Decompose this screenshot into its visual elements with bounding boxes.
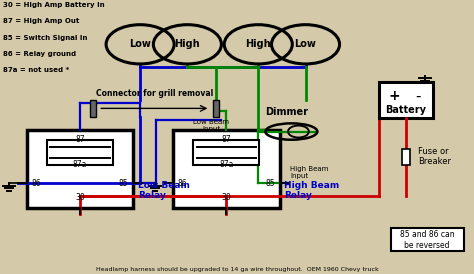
- Bar: [193, 140, 259, 165]
- Text: 87a: 87a: [219, 160, 234, 169]
- Bar: [90, 99, 96, 117]
- Text: 85 = Switch Signal In: 85 = Switch Signal In: [3, 35, 87, 41]
- Text: 86: 86: [178, 179, 188, 187]
- Text: Headlamp harness should be upgraded to 14 ga wire throughout.  OEM 1960 Chevy tr: Headlamp harness should be upgraded to 1…: [96, 267, 378, 272]
- Text: Low: Low: [295, 39, 317, 49]
- Text: Connector for grill removal: Connector for grill removal: [96, 89, 213, 98]
- Bar: [47, 140, 113, 165]
- Text: -: -: [415, 89, 420, 104]
- Text: High: High: [174, 39, 200, 49]
- Text: High Beam
Input: High Beam Input: [291, 166, 329, 179]
- Text: 30: 30: [75, 193, 85, 202]
- Text: +: +: [388, 89, 400, 103]
- Text: 85: 85: [118, 179, 128, 187]
- Text: Low Beam
Input: Low Beam Input: [193, 119, 229, 132]
- Bar: [27, 130, 133, 208]
- Text: Low Beam
Relay: Low Beam Relay: [138, 181, 190, 201]
- Text: Dimmer: Dimmer: [265, 107, 308, 117]
- Text: 87 = High Amp Out: 87 = High Amp Out: [3, 18, 80, 24]
- Text: 86: 86: [31, 179, 41, 187]
- Text: 87: 87: [221, 135, 231, 144]
- Text: 30: 30: [221, 193, 231, 202]
- Text: 86 = Relay ground: 86 = Relay ground: [3, 51, 76, 57]
- Bar: [391, 228, 464, 252]
- Bar: [379, 82, 433, 118]
- Bar: [401, 149, 410, 165]
- Text: 30 = High Amp Battery In: 30 = High Amp Battery In: [3, 2, 105, 8]
- Text: 87: 87: [75, 135, 85, 144]
- Text: 87a: 87a: [73, 160, 87, 169]
- Text: Low: Low: [129, 39, 151, 49]
- Text: High: High: [246, 39, 271, 49]
- Text: 85: 85: [265, 179, 275, 187]
- Text: High Beam
Relay: High Beam Relay: [284, 181, 339, 201]
- Bar: [173, 130, 280, 208]
- Text: 87a = not used *: 87a = not used *: [3, 67, 69, 73]
- Bar: [213, 99, 219, 117]
- Text: Fuse or
Breaker: Fuse or Breaker: [418, 147, 451, 167]
- Text: Battery: Battery: [385, 105, 427, 115]
- Text: 85 and 86 can
be reversed: 85 and 86 can be reversed: [400, 230, 455, 250]
